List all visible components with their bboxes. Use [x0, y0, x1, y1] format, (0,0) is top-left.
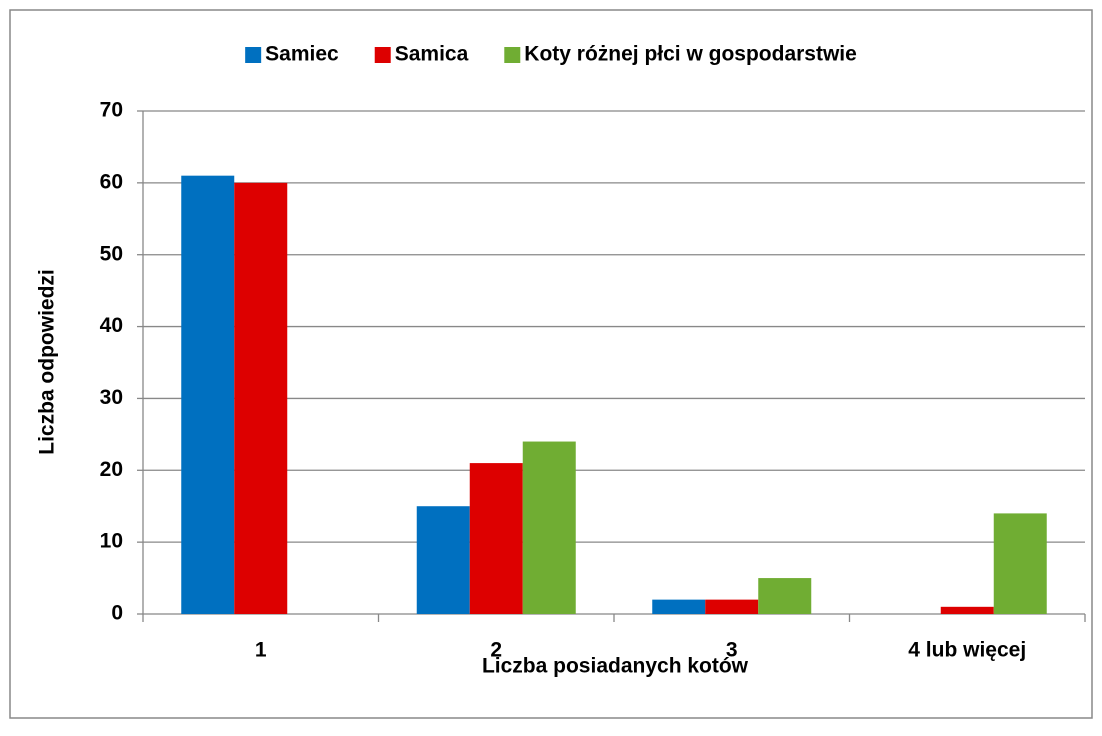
y-tick-label: 0 — [111, 602, 123, 625]
bar — [234, 182, 288, 614]
x-tick-label: 3 — [726, 639, 738, 662]
y-tick-label: 60 — [100, 170, 123, 193]
bar — [522, 441, 576, 614]
y-tick-label: 20 — [100, 458, 123, 481]
y-axis-title: Liczba odpowiedzi — [36, 269, 59, 455]
bar — [940, 606, 994, 614]
y-tick-label: 40 — [100, 314, 123, 337]
y-tick-label: 70 — [100, 99, 123, 122]
legend-swatch — [374, 47, 391, 63]
bar — [416, 506, 470, 614]
legend-label: Samica — [395, 43, 469, 66]
bar — [758, 578, 812, 614]
legend-swatch — [245, 47, 262, 63]
x-tick-label: 2 — [490, 639, 502, 662]
legend-label: Samiec — [265, 43, 339, 66]
y-tick-label: 50 — [100, 242, 123, 265]
x-tick-label: 4 lub więcej — [908, 639, 1026, 662]
legend-swatch — [504, 47, 521, 63]
bar — [469, 463, 523, 614]
bar — [181, 175, 235, 614]
y-tick-label: 10 — [100, 530, 123, 553]
legend-label: Koty różnej płci w gospodarstwie — [524, 43, 857, 66]
bar — [993, 513, 1047, 614]
bar — [705, 599, 759, 614]
bar — [652, 599, 706, 614]
x-axis-title: Liczba posiadanych kotów — [482, 655, 749, 678]
x-tick-label: 1 — [255, 639, 267, 662]
y-tick-label: 30 — [100, 386, 123, 409]
